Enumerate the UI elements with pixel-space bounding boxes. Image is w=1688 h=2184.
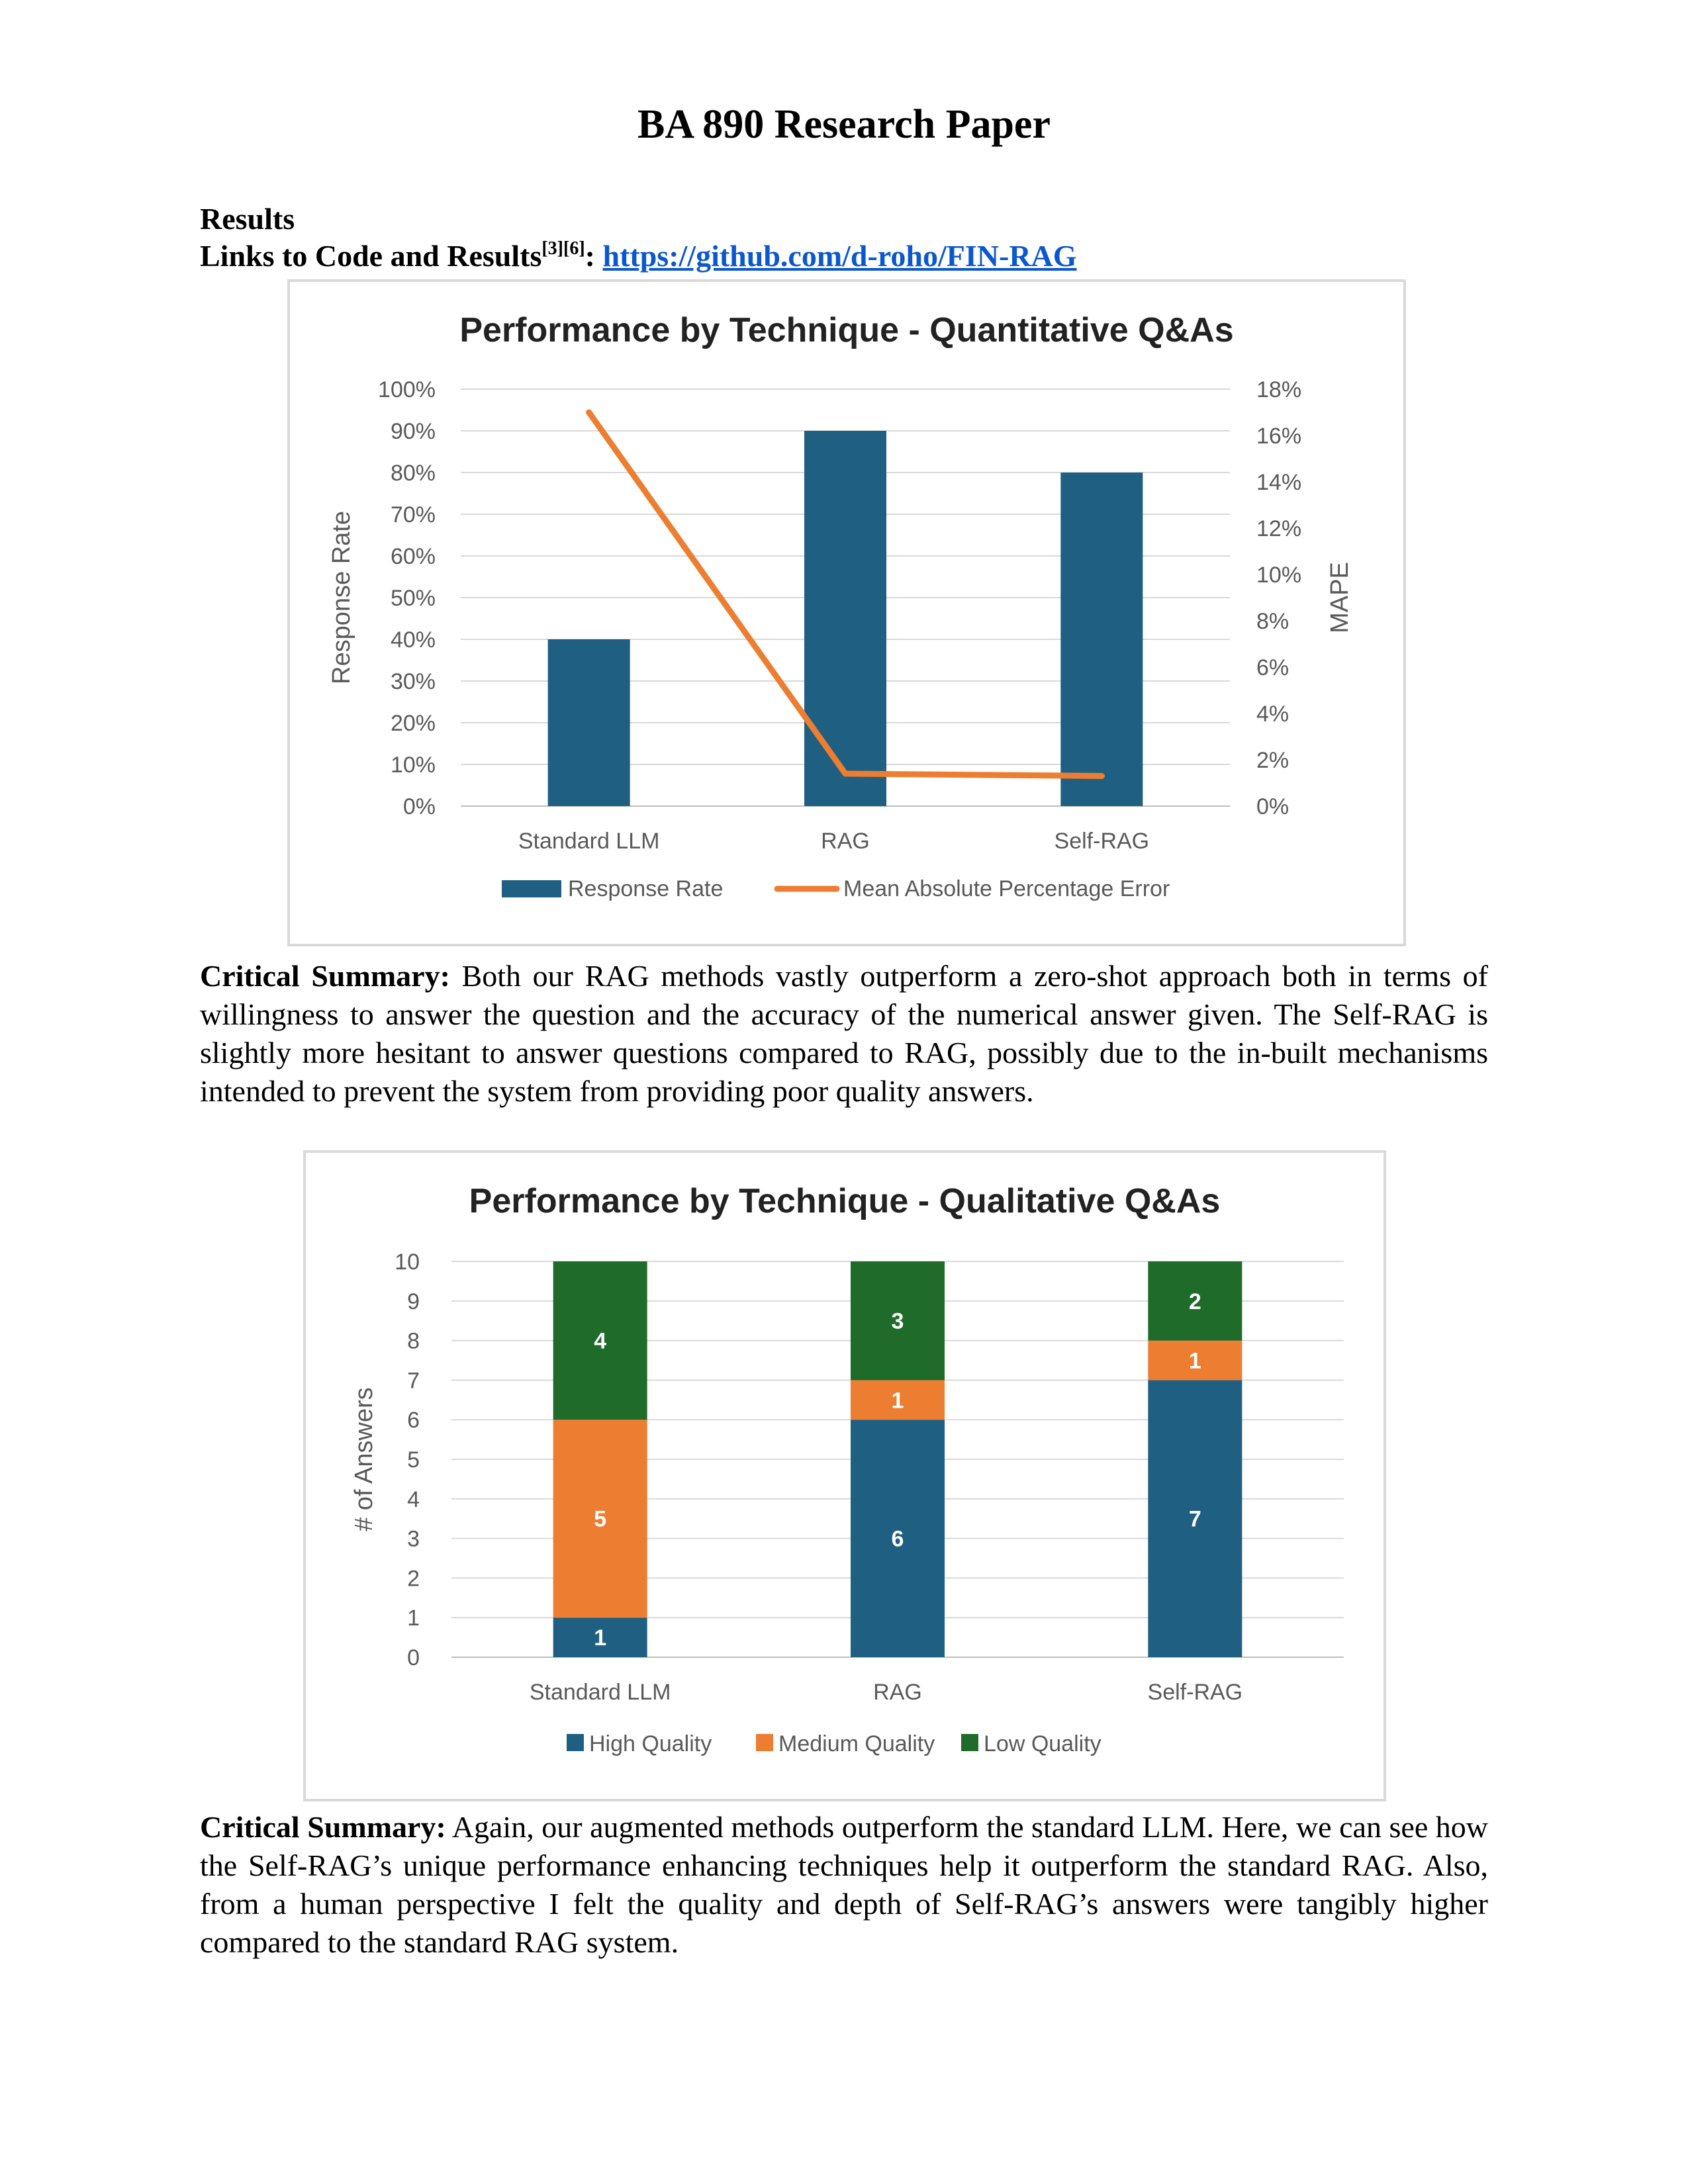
data-label: 7 <box>1189 1507 1201 1532</box>
bar-standard-llm <box>547 639 630 806</box>
links-colon: : <box>585 239 595 273</box>
y-tick-label: 8 <box>407 1329 420 1354</box>
y-tick-label: 50% <box>391 586 436 611</box>
y-tick-label: 1 <box>407 1606 420 1631</box>
bar-rag <box>804 431 886 806</box>
y-tick-label: 30% <box>391 669 436 694</box>
data-label: 5 <box>594 1507 606 1532</box>
y-tick-label: 3 <box>407 1527 420 1552</box>
reference-citations: [3][6] <box>541 238 585 259</box>
y2-tick-label: 8% <box>1256 609 1289 634</box>
data-label: 6 <box>892 1527 904 1552</box>
quantitative-chart: Performance by Technique - Quantitative … <box>287 279 1406 946</box>
github-link[interactable]: https://github.com/d-roho/FIN-RAG <box>602 239 1077 273</box>
y2-tick-label: 2% <box>1256 748 1289 773</box>
chart-title: Performance by Technique - Qualitative Q… <box>469 1182 1221 1220</box>
qualitative-chart: Performance by Technique - Qualitative Q… <box>303 1150 1386 1801</box>
legend-swatch-high-quality <box>567 1734 584 1751</box>
y-tick-label: 10 <box>395 1250 420 1275</box>
data-label: 2 <box>1189 1289 1201 1314</box>
y-tick-label: 5 <box>407 1447 420 1473</box>
y-tick-label: 70% <box>391 502 436 527</box>
y-tick-label: 9 <box>407 1289 420 1314</box>
y-tick-label: 100% <box>378 377 436 402</box>
x-tick-label: Standard LLM <box>530 1680 671 1705</box>
summary-text: Again, our augmented methods outperform … <box>200 1810 1488 1959</box>
qualitative-chart-svg: Performance by Technique - Qualitative Q… <box>350 1182 1344 1756</box>
bar-rag-high-quality <box>851 1420 945 1657</box>
y-tick-label: 7 <box>407 1368 420 1393</box>
y-axis-label: # of Answers <box>350 1387 378 1531</box>
y2-tick-label: 12% <box>1256 516 1301 541</box>
y-tick-label: 40% <box>391 627 436 653</box>
bar-rag-low-quality <box>851 1261 945 1381</box>
data-label: 4 <box>594 1329 606 1354</box>
summary-label: Critical Summary: <box>200 1810 446 1844</box>
mape-point-rag <box>842 770 849 777</box>
y-axis-label: Response Rate <box>328 511 355 684</box>
bar-standard-llm-low-quality <box>553 1261 647 1420</box>
legend-label-response-rate: Response Rate <box>568 876 723 901</box>
y2-tick-label: 10% <box>1256 563 1301 588</box>
bar-standard-llm-high-quality <box>553 1617 647 1657</box>
y-tick-label: 80% <box>391 461 436 486</box>
y-tick-label: 60% <box>391 544 436 569</box>
y-tick-label: 0 <box>407 1645 420 1670</box>
y2-axis-label: MAPE <box>1326 562 1354 633</box>
x-tick-label: Self-RAG <box>1055 829 1150 854</box>
legend-label-medium-quality: Medium Quality <box>778 1731 935 1756</box>
y-tick-label: 90% <box>391 419 436 444</box>
links-line: Links to Code and Results[3][6]: https:/… <box>200 237 1077 275</box>
y2-tick-label: 4% <box>1256 702 1289 727</box>
x-tick-label: RAG <box>873 1680 922 1705</box>
page-title: BA 890 Research Paper <box>637 102 1051 147</box>
summary-label: Critical Summary: <box>200 959 450 993</box>
critical-summary-1: Critical Summary: Both our RAG methods v… <box>200 957 1488 1111</box>
y2-tick-label: 0% <box>1256 794 1289 819</box>
summary-text: Both our RAG methods vastly outperform a… <box>200 959 1488 1108</box>
data-label: 1 <box>594 1625 606 1651</box>
legend-label-high-quality: High Quality <box>589 1731 712 1756</box>
bar-self-rag-high-quality <box>1148 1380 1243 1657</box>
x-tick-label: Standard LLM <box>518 829 660 854</box>
chart-title: Performance by Technique - Quantitative … <box>459 311 1233 349</box>
y2-tick-label: 18% <box>1256 377 1301 402</box>
critical-summary-2: Critical Summary: Again, our augmented m… <box>200 1808 1488 1962</box>
data-label: 1 <box>1189 1349 1201 1374</box>
legend-label-mape: Mean Absolute Percentage Error <box>843 876 1170 901</box>
legend-swatch-low-quality <box>961 1734 978 1751</box>
links-label: Links to Code and Results <box>200 239 542 273</box>
mape-point-standard-llm <box>586 409 592 416</box>
section-heading: Results <box>200 202 295 236</box>
legend-swatch-response-rate <box>502 880 561 897</box>
data-label: 3 <box>892 1309 904 1334</box>
y-tick-label: 2 <box>407 1566 420 1591</box>
bar-self-rag <box>1060 473 1143 806</box>
bar-self-rag-medium-quality <box>1148 1340 1243 1381</box>
bar-standard-llm-medium-quality <box>553 1420 647 1618</box>
data-label: 1 <box>892 1388 904 1413</box>
y-tick-label: 0% <box>403 794 436 819</box>
y2-tick-label: 6% <box>1256 655 1289 680</box>
y-tick-label: 10% <box>391 752 436 778</box>
y2-tick-label: 16% <box>1256 424 1301 449</box>
y-tick-label: 6 <box>407 1408 420 1433</box>
y-tick-label: 4 <box>407 1487 420 1512</box>
mape-point-self-rag <box>1098 773 1105 779</box>
y2-tick-label: 14% <box>1256 470 1301 495</box>
legend-swatch-medium-quality <box>756 1734 773 1751</box>
bar-rag-medium-quality <box>851 1380 945 1420</box>
y-tick-label: 20% <box>391 711 436 736</box>
bar-self-rag-low-quality <box>1148 1261 1243 1341</box>
x-tick-label: RAG <box>821 829 870 854</box>
x-tick-label: Self-RAG <box>1148 1680 1243 1705</box>
quantitative-chart-svg: Performance by Technique - Quantitative … <box>328 311 1354 901</box>
legend-label-low-quality: Low Quality <box>984 1731 1102 1756</box>
